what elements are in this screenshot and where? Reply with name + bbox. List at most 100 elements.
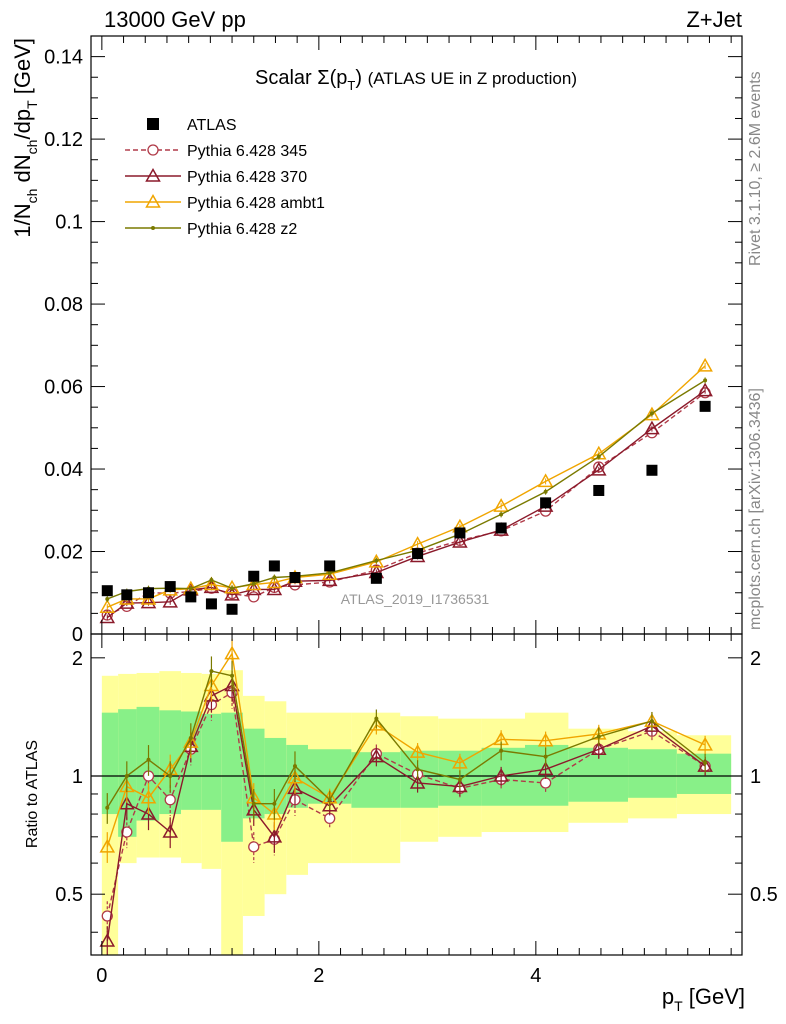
series-point — [596, 454, 601, 459]
series-point — [251, 581, 256, 586]
ratio-tick-label-right: 2 — [750, 648, 761, 670]
ratio-point — [266, 828, 283, 843]
ratio-point — [287, 769, 303, 784]
series-point — [327, 570, 332, 575]
series-point — [245, 581, 262, 596]
legend-label: Pythia 6.428 345 — [187, 143, 307, 160]
series-point — [203, 576, 220, 591]
band-inner — [676, 753, 732, 794]
ratio-point — [415, 767, 420, 772]
ratio-point — [188, 735, 193, 740]
ratio-point — [224, 645, 240, 660]
series-point — [703, 378, 708, 383]
ratio-axis: 0.5 0.5 1 1 2 2 — [55, 648, 778, 933]
ratio-point — [327, 797, 332, 802]
series-point — [203, 579, 220, 594]
ratio-point — [164, 794, 176, 806]
atlas-data — [101, 400, 711, 615]
ratio-point — [543, 754, 548, 759]
ratio-point — [168, 774, 173, 779]
ratio-point — [452, 778, 468, 793]
legend-label: Pythia 6.428 z2 — [187, 221, 297, 238]
series-line — [106, 390, 706, 619]
ratio-tick-label: 2 — [72, 648, 83, 670]
data-point — [185, 591, 197, 603]
ratio-point — [248, 841, 260, 853]
ratio-point — [703, 760, 708, 765]
data-point — [495, 522, 507, 534]
data-point — [324, 560, 336, 572]
ratio-axis-label: Ratio to ATLAS — [24, 740, 41, 848]
ratio-point — [537, 732, 554, 747]
y-tick-label: 0.14 — [44, 47, 83, 69]
ratio-point — [409, 774, 426, 789]
ratio-series — [99, 638, 713, 955]
y-tick-label: 0.02 — [44, 542, 83, 564]
ratio-point — [409, 744, 426, 758]
ratio-point — [209, 669, 214, 674]
band-inner — [221, 712, 243, 842]
y-axis-label: 1/Nch dNch/dpT [GeV] — [10, 38, 40, 238]
series-point — [162, 593, 178, 608]
header-left: 13000 GeV pp — [104, 7, 246, 32]
series-point — [499, 512, 504, 517]
ratio-tick-label: 1 — [72, 766, 83, 788]
x-tick-label: 4 — [530, 965, 541, 987]
band-inner — [525, 744, 569, 806]
ratio-point — [649, 719, 654, 724]
ratio-tick-label: 0.5 — [55, 884, 83, 906]
band-inner — [628, 749, 677, 798]
ratio-point — [124, 774, 129, 779]
series-point — [374, 558, 379, 563]
series-line — [107, 365, 706, 608]
data-point — [101, 585, 113, 597]
ratio-point — [499, 748, 504, 753]
main-series — [99, 357, 713, 624]
legend-marker — [145, 167, 161, 182]
ratio-tick-label-right: 0.5 — [750, 884, 778, 906]
y-tick-label: 0.08 — [44, 294, 83, 316]
y-tick-label: 0.12 — [44, 129, 83, 151]
legend-marker-atlas — [147, 118, 159, 130]
ratio-point — [292, 764, 297, 769]
y-tick-label: 0 — [72, 624, 83, 646]
y-tick-label: 0.04 — [44, 459, 83, 481]
data-point — [205, 598, 217, 610]
watermark: ATLAS_2019_I1736531 — [341, 591, 490, 607]
ratio-point — [539, 777, 552, 789]
series-point — [493, 498, 509, 512]
legend-marker — [145, 193, 161, 208]
series-point — [140, 594, 157, 609]
y-tick-label: 0.06 — [44, 377, 83, 399]
series-2 — [99, 357, 713, 613]
ratio-series-3 — [105, 656, 708, 824]
ratio-point — [272, 801, 277, 806]
ratio-point — [368, 748, 385, 763]
ratio-point — [146, 757, 151, 762]
series-point — [188, 586, 193, 591]
ratio-point — [321, 797, 338, 812]
series-point — [537, 473, 554, 488]
data-point — [289, 571, 301, 583]
data-point — [268, 560, 280, 572]
ratio-point — [230, 673, 235, 678]
legend-marker — [151, 226, 155, 230]
data-point — [121, 589, 133, 601]
x-tick-label: 0 — [96, 965, 107, 987]
series-point — [649, 411, 654, 416]
series-point — [224, 586, 240, 601]
ratio-point — [374, 716, 379, 721]
series-point — [248, 591, 260, 603]
ratio-point — [99, 838, 116, 853]
header-right: Z+Jet — [686, 7, 742, 32]
legend-marker — [147, 144, 159, 156]
series-line — [106, 392, 706, 616]
series-3 — [105, 377, 708, 602]
series-point — [209, 577, 214, 582]
ratio-tick-label-right: 1 — [750, 766, 761, 788]
series-point — [644, 406, 660, 421]
band-inner — [201, 713, 222, 810]
band-inner — [101, 712, 119, 815]
series-line — [107, 379, 706, 600]
